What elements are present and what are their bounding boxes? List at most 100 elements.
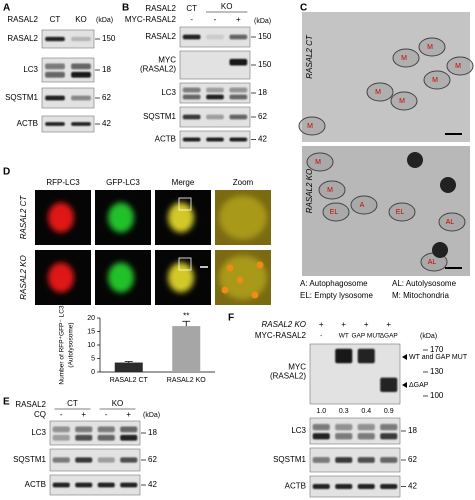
blot-background: [49, 448, 141, 472]
ratio-label: 0.3: [339, 408, 349, 415]
row-label: LC3: [291, 426, 306, 435]
row-label: SQSTM1: [273, 455, 306, 464]
lane-label: +: [81, 410, 86, 419]
lane-label: +: [341, 320, 346, 329]
blot-band: [357, 433, 375, 440]
nucleus: [55, 273, 67, 288]
panel-label: F: [228, 313, 234, 324]
organelle: [366, 82, 394, 102]
blot-band: [357, 348, 375, 364]
zoom-box: [178, 197, 192, 211]
blot-band: [380, 483, 398, 490]
x-tick-label: RASAL2 CT: [110, 377, 149, 384]
column-label: GFP-LC3: [106, 178, 140, 187]
blot-band: [312, 457, 330, 463]
blot-band: [357, 457, 375, 463]
blot-band: [229, 114, 248, 120]
organelle: [423, 70, 451, 90]
kda-label: 18: [408, 426, 417, 435]
y-tick-label: 5: [91, 355, 95, 362]
group-label: RASAL2: [7, 15, 38, 24]
blot-band: [335, 348, 353, 364]
column-label: RFP-LC3: [46, 178, 80, 187]
lane-label: +: [126, 410, 131, 419]
x-tick-label: RASAL2 KO: [167, 377, 206, 384]
blot-band: [75, 426, 93, 433]
organelle: [392, 48, 420, 68]
blot-band: [97, 482, 115, 488]
blot-background: [309, 475, 401, 498]
blot-band: [45, 122, 65, 126]
blot-background: [179, 82, 251, 104]
blot-band: [335, 457, 353, 463]
blot-band: [97, 426, 115, 433]
kda-label: 18: [148, 428, 157, 437]
blot-band: [335, 423, 353, 431]
kda-label: 42: [258, 135, 267, 144]
row-label: (RASAL2): [140, 65, 176, 74]
lane-label: -: [320, 333, 322, 340]
error-bar: [124, 361, 133, 363]
y-axis-label: (Autolysosome): [68, 322, 75, 367]
nucleus: [175, 213, 187, 228]
blot-background: [41, 87, 95, 109]
row-label: RASAL2: [145, 32, 176, 41]
blot-background: [41, 115, 95, 133]
blot-band: [206, 94, 224, 100]
annotation: M: [455, 63, 461, 70]
blot-band: [312, 483, 330, 490]
kda-label: 42: [102, 119, 111, 128]
nucleus: [115, 273, 127, 288]
kda-label: 18: [102, 65, 111, 74]
lane-label: +: [386, 320, 391, 329]
blot-band: [120, 457, 138, 463]
blot-band: [182, 34, 201, 40]
row-label: ACTB: [17, 119, 38, 128]
blot-band: [120, 426, 138, 433]
blot-band: [357, 423, 375, 431]
lane-label: +: [364, 320, 369, 329]
treatment-label: MYC-RASAL2: [255, 331, 307, 340]
y-tick-label: 15: [87, 328, 95, 335]
lane-label: +: [236, 15, 241, 24]
dense-body: [407, 152, 423, 168]
blot-band: [229, 58, 248, 66]
kda-label: 150: [102, 34, 116, 43]
blot-band: [97, 434, 115, 441]
blot-band: [52, 426, 70, 433]
arrow-label: WT and GAP MUT: [409, 354, 468, 361]
ratio-label: 0.4: [361, 408, 371, 415]
annotation: M: [315, 159, 321, 166]
blot-band: [182, 87, 201, 93]
organelle: [318, 180, 346, 200]
panel-label: E: [3, 397, 10, 408]
blot-band: [206, 137, 224, 142]
annotation: M: [401, 55, 407, 62]
image-label: RASAL2 KO: [305, 169, 314, 213]
blot-band: [75, 457, 93, 463]
nucleus: [55, 213, 67, 228]
kda-label: 150: [258, 32, 272, 41]
lane-label: CT: [186, 4, 197, 13]
lane-label: KO: [112, 399, 124, 408]
blot-band: [182, 94, 201, 100]
lane-label: CT: [50, 15, 61, 24]
blot-band: [52, 457, 70, 463]
ratio-label: 0.9: [384, 408, 394, 415]
nucleus: [175, 273, 187, 288]
bar: [172, 326, 201, 372]
row-label: LC3: [23, 65, 38, 74]
y-tick-label: 20: [87, 315, 95, 322]
lane-label: CT: [67, 399, 78, 408]
blot-background: [41, 57, 95, 83]
autolysosome-dot: [251, 291, 259, 299]
blot-band: [75, 434, 93, 441]
blot-band: [71, 122, 91, 126]
blot-band: [45, 95, 65, 101]
blot-band: [380, 433, 398, 440]
blot-band: [120, 482, 138, 488]
blot-band: [71, 36, 91, 42]
autolysosome-dot: [221, 286, 229, 294]
blot-background: [41, 29, 95, 49]
kda-label: 18: [258, 88, 267, 97]
